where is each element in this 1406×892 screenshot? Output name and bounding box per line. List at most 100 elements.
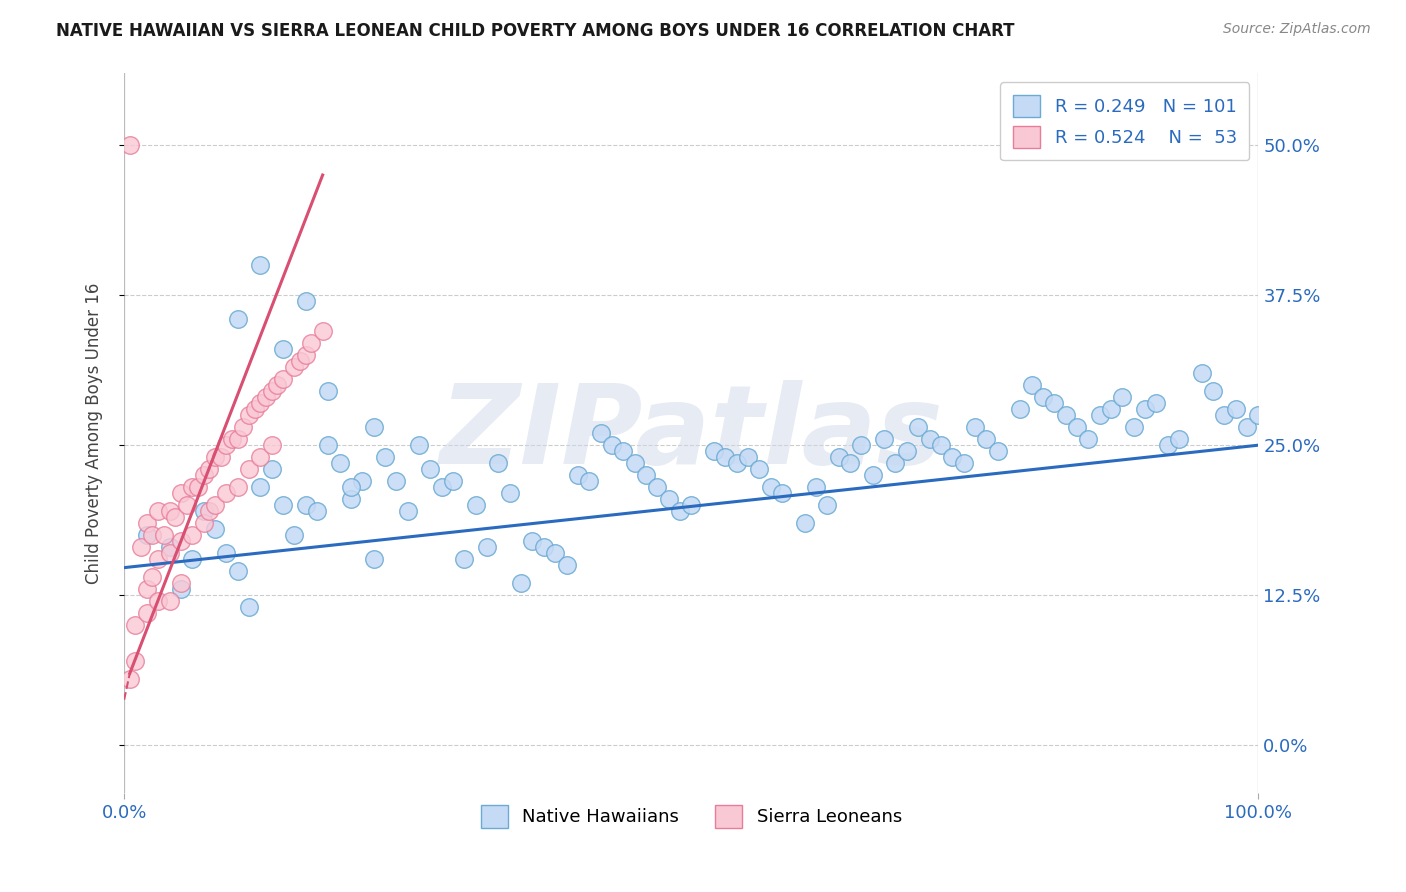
Point: [271, 498, 294, 512]
Point: [658, 492, 681, 507]
Point: [170, 582, 193, 597]
Point: [669, 504, 692, 518]
Point: [299, 336, 322, 351]
Point: [170, 486, 193, 500]
Point: [311, 324, 333, 338]
Point: [441, 474, 464, 488]
Point: [243, 402, 266, 417]
Point: [770, 486, 793, 500]
Point: [839, 456, 862, 470]
Point: [141, 570, 163, 584]
Point: [232, 420, 254, 434]
Point: [146, 594, 169, 608]
Point: [238, 462, 260, 476]
Point: [929, 438, 952, 452]
Point: [374, 450, 396, 465]
Point: [271, 372, 294, 386]
Point: [221, 432, 243, 446]
Point: [714, 450, 737, 465]
Point: [226, 480, 249, 494]
Point: [793, 516, 815, 531]
Point: [1077, 432, 1099, 446]
Point: [118, 673, 141, 687]
Point: [1213, 408, 1236, 422]
Point: [623, 456, 645, 470]
Point: [759, 480, 782, 494]
Point: [135, 516, 157, 531]
Point: [159, 504, 181, 518]
Text: NATIVE HAWAIIAN VS SIERRA LEONEAN CHILD POVERTY AMONG BOYS UNDER 16 CORRELATION : NATIVE HAWAIIAN VS SIERRA LEONEAN CHILD …: [56, 22, 1015, 40]
Point: [118, 138, 141, 153]
Point: [238, 600, 260, 615]
Point: [987, 444, 1010, 458]
Point: [645, 480, 668, 494]
Point: [963, 420, 986, 434]
Point: [187, 480, 209, 494]
Point: [193, 468, 215, 483]
Point: [634, 468, 657, 483]
Point: [135, 582, 157, 597]
Point: [703, 444, 725, 458]
Point: [170, 576, 193, 591]
Point: [681, 498, 703, 512]
Point: [578, 474, 600, 488]
Point: [1066, 420, 1088, 434]
Point: [464, 498, 486, 512]
Point: [385, 474, 408, 488]
Point: [589, 426, 612, 441]
Point: [215, 546, 238, 560]
Point: [288, 354, 311, 368]
Point: [828, 450, 851, 465]
Point: [254, 390, 277, 404]
Point: [896, 444, 918, 458]
Point: [1236, 420, 1258, 434]
Point: [851, 438, 873, 452]
Point: [283, 528, 305, 542]
Point: [260, 462, 283, 476]
Point: [170, 534, 193, 549]
Point: [475, 540, 498, 554]
Point: [430, 480, 453, 494]
Point: [555, 558, 578, 573]
Point: [135, 528, 157, 542]
Point: [193, 516, 215, 531]
Point: [1225, 402, 1247, 417]
Point: [1043, 396, 1066, 410]
Point: [1191, 366, 1213, 380]
Point: [488, 456, 510, 470]
Point: [453, 552, 475, 566]
Point: [209, 450, 232, 465]
Point: [318, 438, 340, 452]
Point: [146, 504, 169, 518]
Point: [204, 498, 226, 512]
Point: [567, 468, 589, 483]
Point: [329, 456, 352, 470]
Point: [873, 432, 896, 446]
Point: [1168, 432, 1191, 446]
Point: [266, 378, 288, 392]
Legend: Native Hawaiians, Sierra Leoneans: Native Hawaiians, Sierra Leoneans: [474, 798, 910, 835]
Point: [1111, 390, 1133, 404]
Point: [249, 258, 271, 272]
Point: [1010, 402, 1032, 417]
Point: [907, 420, 929, 434]
Point: [181, 528, 204, 542]
Point: [181, 552, 204, 566]
Point: [1122, 420, 1144, 434]
Point: [165, 510, 187, 524]
Point: [952, 456, 974, 470]
Point: [1088, 408, 1111, 422]
Point: [260, 438, 283, 452]
Point: [1247, 408, 1270, 422]
Point: [215, 438, 238, 452]
Point: [260, 384, 283, 399]
Point: [974, 432, 997, 446]
Point: [305, 504, 328, 518]
Point: [1021, 378, 1043, 392]
Point: [204, 522, 226, 536]
Point: [1202, 384, 1225, 399]
Text: ZIPatlas: ZIPatlas: [440, 380, 943, 487]
Point: [249, 480, 271, 494]
Point: [198, 462, 221, 476]
Point: [941, 450, 963, 465]
